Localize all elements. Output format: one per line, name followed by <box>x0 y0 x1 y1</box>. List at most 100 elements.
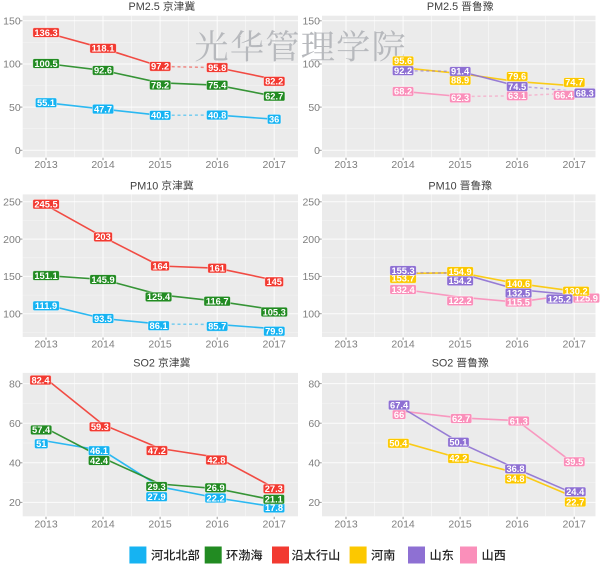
svg-text:151.1: 151.1 <box>34 271 57 281</box>
svg-text:47.2: 47.2 <box>148 446 166 456</box>
svg-text:68.2: 68.2 <box>394 87 412 97</box>
svg-text:2017: 2017 <box>563 519 587 531</box>
svg-text:74.5: 74.5 <box>508 82 526 92</box>
svg-text:91.4: 91.4 <box>451 67 470 77</box>
svg-text:95.6: 95.6 <box>394 56 412 66</box>
svg-text:40: 40 <box>308 458 320 470</box>
svg-text:95.8: 95.8 <box>208 63 226 73</box>
svg-text:2014: 2014 <box>91 519 115 531</box>
svg-text:100: 100 <box>302 308 320 320</box>
svg-text:42.2: 42.2 <box>449 454 467 464</box>
svg-text:125.9: 125.9 <box>575 293 598 303</box>
svg-text:92.6: 92.6 <box>94 66 112 76</box>
svg-text:155.3: 155.3 <box>391 266 414 276</box>
svg-text:132.4: 132.4 <box>391 285 415 295</box>
svg-text:100: 100 <box>302 59 320 71</box>
svg-text:36: 36 <box>269 115 279 125</box>
svg-text:79.9: 79.9 <box>265 327 283 337</box>
svg-text:82.4: 82.4 <box>31 375 50 385</box>
svg-text:2013: 2013 <box>34 159 58 171</box>
svg-text:111.9: 111.9 <box>35 301 57 311</box>
svg-text:61.3: 61.3 <box>510 416 528 426</box>
svg-text:67.4: 67.4 <box>390 400 409 410</box>
svg-text:200: 200 <box>302 234 320 246</box>
svg-text:75.4: 75.4 <box>208 81 227 91</box>
svg-text:27.3: 27.3 <box>265 484 283 494</box>
svg-text:50.4: 50.4 <box>389 439 408 449</box>
svg-text:2016: 2016 <box>505 519 529 531</box>
svg-text:2017: 2017 <box>563 339 587 351</box>
svg-text:40: 40 <box>9 458 21 470</box>
svg-text:60: 60 <box>9 418 21 430</box>
svg-text:20: 20 <box>9 497 21 509</box>
svg-text:115.5: 115.5 <box>507 297 530 307</box>
svg-text:100.5: 100.5 <box>34 59 57 69</box>
svg-text:2017: 2017 <box>263 519 287 531</box>
svg-text:150: 150 <box>3 16 21 28</box>
svg-text:2013: 2013 <box>334 519 358 531</box>
svg-text:78.2: 78.2 <box>151 80 169 90</box>
svg-text:63.1: 63.1 <box>508 91 526 101</box>
svg-text:100: 100 <box>3 59 21 71</box>
svg-text:154.2: 154.2 <box>448 276 471 286</box>
svg-text:51: 51 <box>36 439 46 449</box>
svg-text:132.5: 132.5 <box>507 288 530 298</box>
svg-text:2015: 2015 <box>148 519 172 531</box>
svg-text:26.9: 26.9 <box>207 483 225 493</box>
svg-text:59.3: 59.3 <box>91 422 109 432</box>
svg-text:57.4: 57.4 <box>32 425 51 435</box>
svg-text:105.3: 105.3 <box>263 307 286 317</box>
svg-text:200: 200 <box>3 234 21 246</box>
svg-text:150: 150 <box>302 16 320 28</box>
svg-text:66.4: 66.4 <box>555 91 574 101</box>
svg-text:2016: 2016 <box>206 159 230 171</box>
svg-text:2013: 2013 <box>334 159 358 171</box>
svg-text:80: 80 <box>9 378 21 390</box>
svg-text:164: 164 <box>152 261 168 271</box>
svg-text:150: 150 <box>3 271 21 283</box>
svg-text:245.5: 245.5 <box>34 200 57 210</box>
svg-text:PM10: PM10 <box>130 180 158 192</box>
svg-text:27.9: 27.9 <box>148 492 166 502</box>
svg-text:2015: 2015 <box>448 339 472 351</box>
svg-text:PM2.5: PM2.5 <box>427 1 458 13</box>
svg-text:100: 100 <box>3 308 21 320</box>
svg-text:154.9: 154.9 <box>448 267 471 277</box>
svg-text:2013: 2013 <box>334 339 358 351</box>
svg-text:42.8: 42.8 <box>207 455 225 465</box>
svg-text:29.3: 29.3 <box>148 482 166 492</box>
svg-text:55.1: 55.1 <box>37 98 55 108</box>
svg-text:2017: 2017 <box>563 159 587 171</box>
svg-text:2016: 2016 <box>206 339 230 351</box>
svg-text:93.5: 93.5 <box>94 314 112 324</box>
svg-text:203: 203 <box>95 232 111 242</box>
svg-text:22.7: 22.7 <box>566 497 584 507</box>
svg-text:21.1: 21.1 <box>265 495 283 505</box>
svg-text:22.2: 22.2 <box>207 493 225 503</box>
svg-text:140.6: 140.6 <box>507 279 530 289</box>
svg-text:88.9: 88.9 <box>451 76 469 86</box>
svg-text:125.4: 125.4 <box>147 292 171 302</box>
svg-text:145.9: 145.9 <box>91 275 114 285</box>
svg-text:0: 0 <box>15 145 21 157</box>
svg-text:2017: 2017 <box>263 339 287 351</box>
svg-text:2015: 2015 <box>448 519 472 531</box>
svg-text:145: 145 <box>266 277 282 287</box>
svg-text:92.2: 92.2 <box>394 66 412 76</box>
svg-text:150: 150 <box>302 271 320 283</box>
svg-text:17.8: 17.8 <box>265 503 283 513</box>
svg-text:68.3: 68.3 <box>576 88 594 98</box>
svg-text:34.8: 34.8 <box>506 474 524 484</box>
svg-text:PM2.5: PM2.5 <box>129 1 160 13</box>
svg-text:2014: 2014 <box>391 519 415 531</box>
svg-text:2015: 2015 <box>148 159 172 171</box>
svg-text:136.3: 136.3 <box>34 28 57 38</box>
svg-text:2016: 2016 <box>206 519 230 531</box>
svg-text:82.2: 82.2 <box>265 77 283 87</box>
svg-text:97.2: 97.2 <box>151 62 169 72</box>
svg-text:42.4: 42.4 <box>90 456 109 466</box>
svg-text:2017: 2017 <box>263 159 287 171</box>
svg-text:36.8: 36.8 <box>506 464 524 474</box>
svg-text:2015: 2015 <box>148 339 172 351</box>
svg-text:2014: 2014 <box>391 159 415 171</box>
